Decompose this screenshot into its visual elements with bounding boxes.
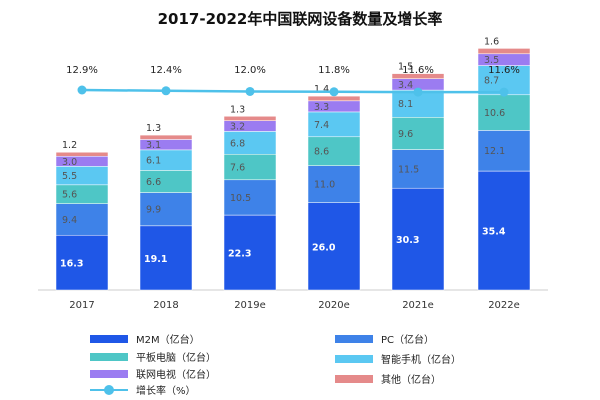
x-tick-label: 2018 (153, 300, 178, 311)
bar-segment (307, 95, 361, 102)
data-label: 10.5 (230, 193, 251, 204)
chart-title: 2017-2022年中国联网设备数量及增长率 (157, 10, 443, 28)
data-label: 1.3 (230, 104, 245, 115)
growth-point (161, 86, 171, 96)
data-label: 9.9 (146, 205, 161, 216)
bar-segment (139, 192, 193, 227)
data-label: 1.5 (398, 62, 413, 73)
bar-segment (307, 165, 361, 203)
data-label: 6.8 (230, 138, 245, 149)
growth-label: 12.9% (66, 65, 98, 76)
data-label: 12.1 (484, 146, 505, 157)
x-tick-label: 2017 (69, 300, 94, 311)
data-label: 11.0 (314, 180, 335, 191)
data-label: 19.1 (144, 254, 167, 265)
bar-segment (223, 154, 277, 181)
data-label: 5.5 (62, 171, 77, 182)
bar-segment (55, 151, 109, 157)
x-tick-label: 2020e (318, 300, 350, 311)
growth-point (245, 86, 255, 96)
data-label: 8.7 (484, 76, 499, 87)
x-tick-label: 2021e (402, 300, 434, 311)
growth-point (329, 87, 339, 97)
growth-label: 11.6% (488, 65, 520, 76)
data-label: 10.6 (484, 108, 505, 119)
data-label: 1.4 (314, 84, 329, 95)
bar-segment (139, 134, 193, 140)
bar-segment (477, 94, 531, 131)
data-label: 3.3 (314, 102, 329, 113)
data-label: 11.5 (398, 164, 419, 175)
data-label: 30.3 (396, 235, 419, 246)
data-label: 3.1 (146, 140, 161, 151)
growth-point (499, 87, 509, 97)
data-label: 22.3 (228, 249, 251, 260)
bar-segment (391, 149, 445, 189)
data-label: 3.2 (230, 122, 245, 133)
bar-segment (307, 202, 361, 291)
bar-segment (223, 179, 277, 216)
data-label: 6.1 (146, 156, 161, 167)
bar-segment (391, 73, 445, 79)
data-label: 1.2 (62, 140, 77, 151)
data-label: 9.6 (398, 129, 413, 140)
growth-label: 12.0% (234, 65, 266, 76)
data-label: 35.4 (482, 227, 506, 238)
data-label: 3.5 (484, 55, 499, 66)
x-tick-label: 2022e (488, 300, 520, 311)
data-label: 5.6 (62, 190, 77, 201)
bar-segment (477, 130, 531, 172)
bar-segment (391, 117, 445, 150)
data-label: 26.0 (312, 242, 336, 253)
data-label: 9.4 (62, 215, 77, 226)
growth-label: 11.6% (402, 65, 434, 76)
bar-segment (307, 136, 361, 166)
x-tick-label: 2019e (234, 300, 266, 311)
bar-segment (477, 48, 531, 55)
data-label: 3.4 (398, 80, 413, 91)
bar-segment (477, 65, 531, 96)
data-label: 16.3 (60, 259, 83, 270)
bar-segment (477, 170, 531, 291)
data-label: 7.4 (314, 120, 329, 131)
data-label: 8.6 (314, 147, 329, 158)
bar-segment (223, 116, 277, 121)
growth-label: 11.8% (318, 65, 350, 76)
growth-point (413, 87, 423, 97)
data-label: 1.3 (146, 123, 161, 134)
bar-segment (55, 234, 109, 291)
data-label: 8.1 (398, 99, 413, 110)
bar-segment (391, 187, 445, 291)
data-label: 3.0 (62, 157, 77, 168)
data-label: 6.6 (146, 177, 161, 188)
growth-point (77, 85, 87, 95)
bar-segment (55, 203, 109, 236)
data-label: 7.6 (230, 163, 245, 174)
bar-segment (223, 214, 277, 291)
bar-segment (307, 111, 361, 138)
data-label: 1.6 (484, 36, 499, 47)
growth-line (81, 88, 504, 94)
growth-label: 12.4% (150, 65, 182, 76)
